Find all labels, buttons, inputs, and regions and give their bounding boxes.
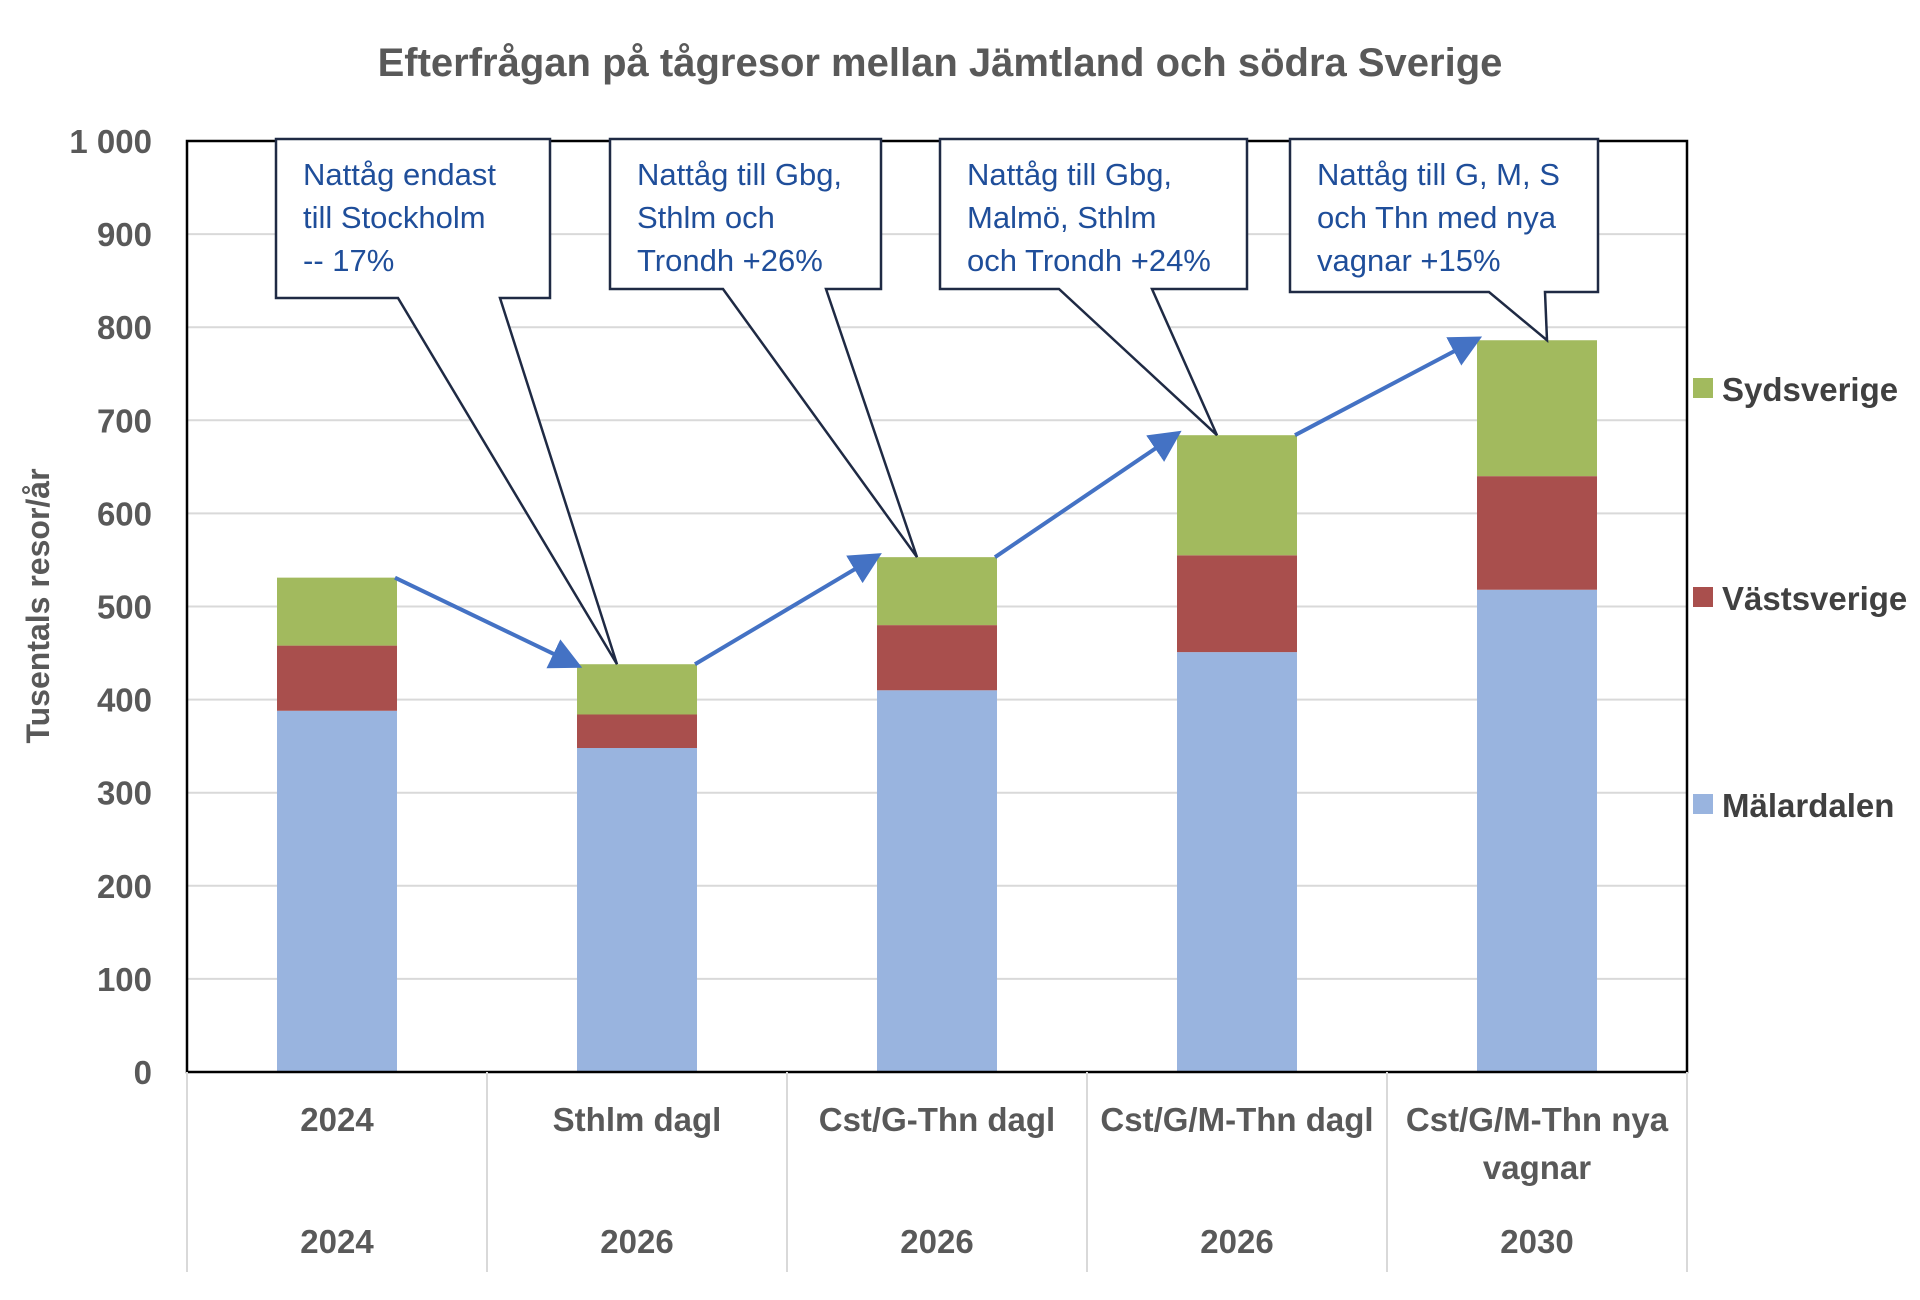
trend-arrow — [1294, 336, 1483, 437]
annotation-box — [938, 137, 1249, 437]
annotations: Nattåg endast till Stockholm -- 17% Nattåg … — [274, 137, 1600, 665]
bar-mälardalen — [877, 690, 997, 1072]
annotation-text: Nattåg till G, M, S — [1317, 157, 1560, 192]
x-tick-label: 2024 — [300, 1101, 374, 1138]
x-axis: 2024 2024 Sthlm dagl 2026 Cst/G-Thn dagl 2026… — [186, 1072, 1688, 1272]
legend-swatch — [1693, 587, 1713, 607]
x-tick-label: Sthlm dagl — [553, 1101, 722, 1138]
bar-sydsverige — [1477, 340, 1597, 477]
bar-västsverige — [577, 714, 697, 749]
x-tick-label: Cst/G-Thn dagl — [819, 1101, 1055, 1138]
trend-arrows — [394, 336, 1483, 669]
trend-arrow — [993, 430, 1182, 559]
y-tick-label: 200 — [97, 868, 152, 905]
trend-arrow — [693, 553, 882, 666]
x-tick-label: Cst/G/M-Thn nya — [1406, 1101, 1669, 1138]
annotation-text: -- 17% — [303, 243, 394, 278]
y-tick-label: 400 — [97, 682, 152, 719]
y-tick-label: 600 — [97, 495, 152, 532]
legend-label: Sydsverige — [1722, 371, 1898, 408]
y-tick-label: 100 — [97, 961, 152, 998]
annotation-text: Trondh +26% — [637, 243, 823, 278]
legend-label: Mälardalen — [1722, 787, 1894, 824]
x-tick-label: Cst/G/M-Thn dagl — [1100, 1101, 1373, 1138]
bar-sydsverige — [577, 664, 697, 715]
y-axis-ticks: 0 100 200 300 400 500 600 700 800 900 1 000 — [69, 123, 152, 1091]
trend-arrow — [394, 575, 583, 669]
annotation-text: Nattåg till Gbg, — [637, 157, 842, 192]
y-axis-title: Tusentals resor/år — [20, 468, 56, 743]
annotation-box — [1288, 137, 1600, 343]
bar-västsverige — [1177, 555, 1297, 653]
x-group-label: 2024 — [300, 1223, 374, 1260]
bar-sydsverige — [277, 577, 397, 646]
bar-sydsverige — [1177, 435, 1297, 556]
chart-title: Efterfrågan på tågresor mellan Jämtland … — [378, 41, 1503, 85]
annotation-box — [274, 137, 619, 665]
bar-mälardalen — [1177, 652, 1297, 1072]
annotation-text: till Stockholm — [303, 200, 486, 235]
x-group-label: 2026 — [900, 1223, 973, 1260]
y-tick-label: 900 — [97, 216, 152, 253]
y-tick-label: 300 — [97, 775, 152, 812]
x-group-label: 2030 — [1500, 1223, 1573, 1260]
y-tick-label: 0 — [134, 1054, 152, 1091]
annotation-text: och Thn med nya — [1317, 200, 1557, 235]
legend-label: Västsverige — [1722, 580, 1907, 617]
y-tick-label: 700 — [97, 402, 152, 439]
bar-mälardalen — [1477, 589, 1597, 1072]
bar-mälardalen — [577, 748, 697, 1072]
bar-mälardalen — [277, 710, 397, 1072]
bar-västsverige — [1477, 476, 1597, 590]
plot-frame — [185, 139, 1689, 1074]
bar-västsverige — [877, 625, 997, 691]
annotation-text: Nattåg endast — [303, 157, 496, 192]
y-tick-label: 1 000 — [69, 123, 152, 160]
bar-sydsverige — [877, 557, 997, 626]
annotation-text: och Trondh +24% — [967, 243, 1211, 278]
bars — [277, 340, 1597, 1072]
annotation-text: Sthlm och — [637, 200, 775, 235]
annotation-text: Malmö, Sthlm — [967, 200, 1156, 235]
x-group-label: 2026 — [1200, 1223, 1273, 1260]
annotation-text: vagnar +15% — [1317, 243, 1501, 278]
annotation-box — [608, 137, 919, 558]
x-group-label: 2026 — [600, 1223, 673, 1260]
x-tick-label: vagnar — [1483, 1149, 1591, 1186]
bar-västsverige — [277, 645, 397, 711]
legend-swatch — [1693, 378, 1713, 398]
annotation-text: Nattåg till Gbg, — [967, 157, 1172, 192]
y-tick-label: 500 — [97, 589, 152, 626]
legend: Sydsverige Västsverige Mälardalen — [1693, 371, 1907, 824]
legend-swatch — [1693, 794, 1713, 814]
y-tick-label: 800 — [97, 309, 152, 346]
